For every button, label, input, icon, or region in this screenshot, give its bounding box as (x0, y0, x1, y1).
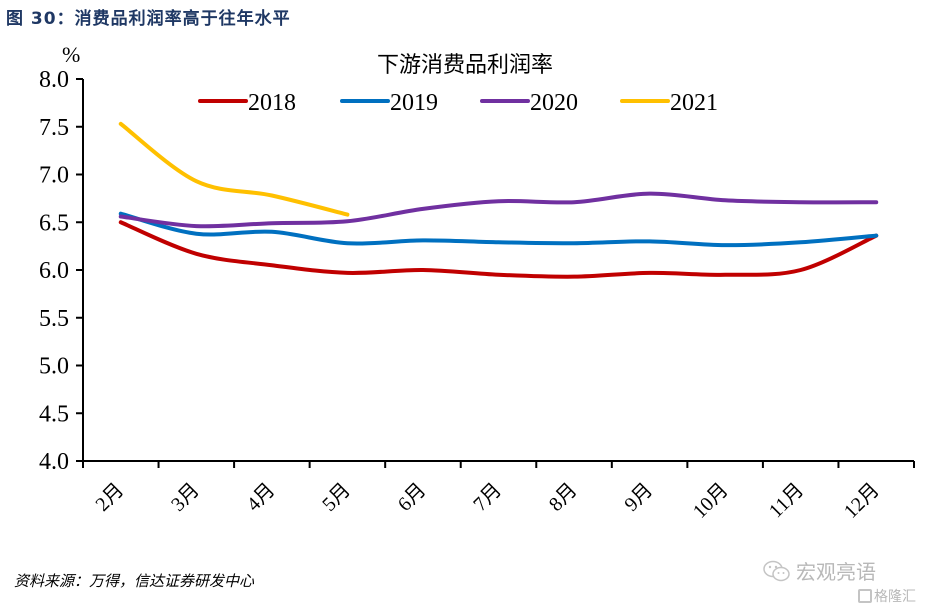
y-tick-label: 7.5 (39, 115, 69, 141)
y-tick-label: 6.5 (39, 210, 69, 236)
legend-label-2021: 2021 (670, 90, 718, 116)
watermark-platform: 格隆汇 (874, 589, 916, 605)
y-tick-label: 4.0 (39, 449, 69, 475)
platform-logo-icon (858, 589, 872, 603)
series-line-2018 (118, 220, 879, 279)
y-tick-label: 8.0 (39, 67, 69, 93)
chart-title: 下游消费品利润率 (377, 53, 553, 78)
legend-label-2020: 2020 (530, 90, 578, 116)
x-tick-label: 8月 (545, 479, 582, 516)
y-axis: 4.0 4.5 5.0 5.5 6.0 6.5 7.0 7.5 8.0 (39, 67, 84, 475)
x-tick-label: 5月 (318, 479, 355, 516)
legend-label-2019: 2019 (390, 90, 438, 116)
legend-label-2018: 2018 (248, 90, 296, 116)
x-tick-label: 2月 (92, 479, 129, 516)
x-tick-label: 3月 (167, 479, 204, 516)
x-axis: 2月 3月 4月 5月 6月 7月 8月 9月 10月 11月 12月 (76, 460, 915, 523)
x-tick-label: 9月 (620, 479, 657, 516)
series-line-2019 (118, 211, 879, 248)
x-tick-label: 12月 (840, 479, 884, 523)
y-unit-label: % (62, 42, 80, 67)
legend: 2018 2019 2020 2021 (198, 90, 718, 116)
wechat-icon (763, 560, 790, 581)
series-line-2020 (118, 191, 879, 229)
x-tick-label: 11月 (765, 479, 808, 522)
source-note: 资料来源：万得，信达证券研发中心 (14, 572, 255, 590)
y-tick-label: 6.0 (39, 258, 69, 284)
figure-title: 图 30：消费品利润率高于往年水平 (6, 9, 291, 29)
watermark-account: 宏观亮语 (796, 560, 876, 584)
watermark: 宏观亮语 格隆汇 (762, 556, 916, 605)
y-tick-label: 5.5 (39, 306, 69, 332)
y-tick-label: 7.0 (39, 163, 69, 189)
y-tick-label: 4.5 (39, 401, 69, 427)
x-tick-label: 6月 (394, 479, 431, 516)
series-line-2021 (118, 121, 350, 217)
series-layer (118, 121, 879, 279)
line-chart: % 下游消费品利润率 2018 2019 2020 2021 4.0 4.5 5.0 5.5… (39, 42, 915, 523)
y-tick-label: 5.0 (39, 354, 69, 380)
x-tick-label: 10月 (689, 479, 733, 523)
x-tick-label: 4月 (243, 479, 280, 516)
x-tick-label: 7月 (469, 479, 506, 516)
